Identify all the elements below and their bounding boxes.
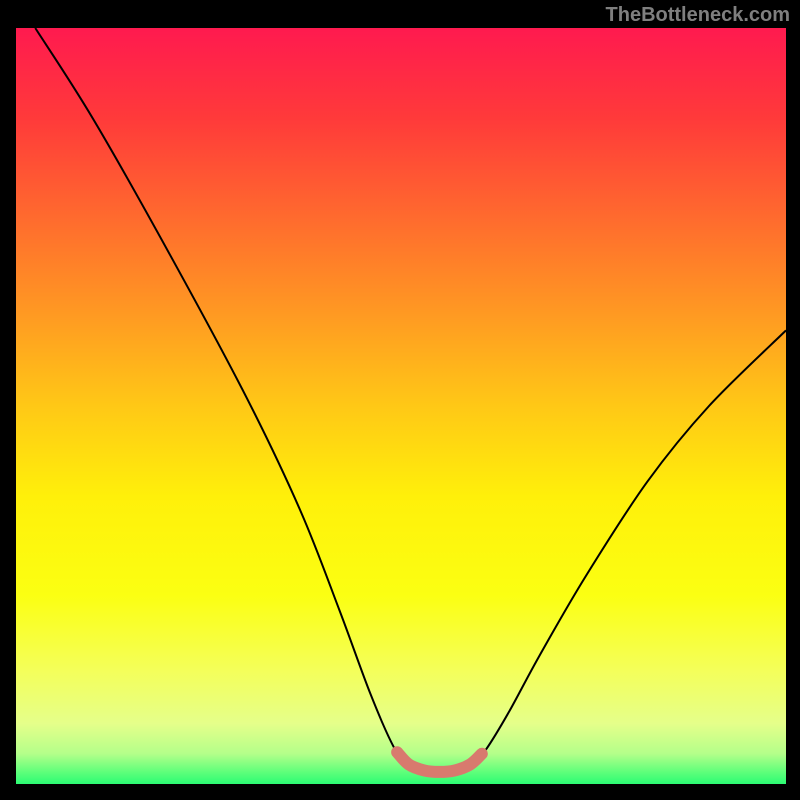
chart-container: TheBottleneck.com [0, 0, 800, 800]
bottleneck-chart [0, 0, 800, 800]
plot-area [16, 28, 786, 784]
watermark-text: TheBottleneck.com [606, 4, 790, 27]
